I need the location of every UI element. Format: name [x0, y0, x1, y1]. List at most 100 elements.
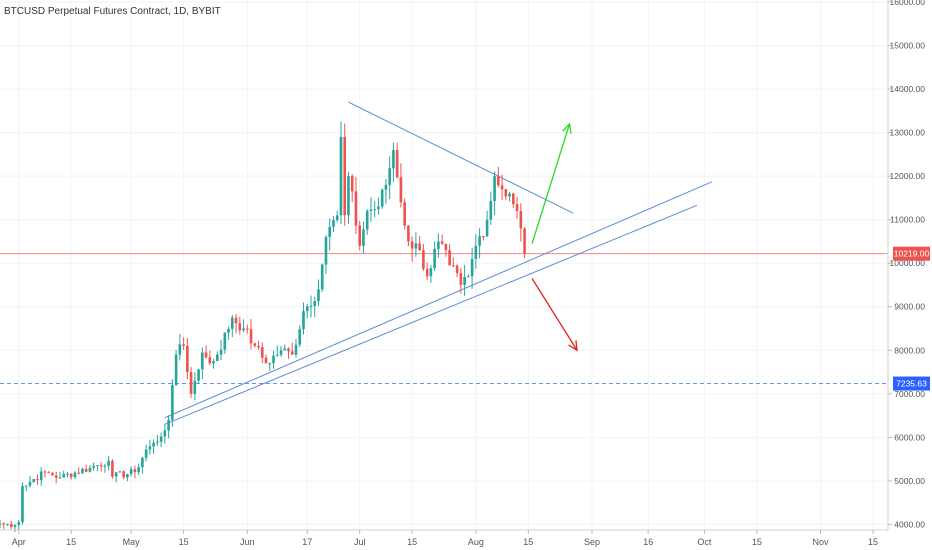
x-tick-label: Jul — [354, 537, 366, 547]
x-tick-label: 16 — [643, 537, 653, 547]
x-tick-label: May — [123, 537, 141, 547]
candle-down — [500, 185, 504, 190]
candle-up — [174, 354, 178, 386]
candle-up — [377, 206, 380, 210]
candle-up — [96, 465, 99, 467]
candle-down — [122, 471, 125, 478]
candle-up — [28, 481, 32, 486]
candle-down — [47, 472, 51, 474]
candle-up — [144, 449, 148, 458]
price-badges: 10219.00 7235.63 — [893, 246, 930, 391]
x-tick-label: 15 — [752, 537, 762, 547]
candle-down — [9, 523, 13, 527]
y-tick-label: 10000.00 — [890, 258, 926, 268]
x-tick-label: 15 — [407, 537, 417, 547]
candle-down — [54, 475, 58, 478]
y-tick-label: 13000.00 — [890, 128, 926, 138]
candle-down — [425, 268, 429, 277]
candle-down — [253, 343, 257, 346]
candle-down — [204, 352, 208, 358]
candle-up — [429, 268, 433, 277]
candle-down — [455, 265, 459, 274]
x-tick-label: 17 — [302, 537, 312, 547]
candle-up — [21, 486, 24, 523]
candle-up — [171, 385, 174, 420]
candle-up — [152, 442, 155, 447]
y-tick-label: 5000.00 — [894, 476, 925, 486]
y-tick-label: 12000.00 — [890, 171, 926, 181]
trend-lines — [164, 101, 713, 425]
candle-up — [384, 184, 388, 190]
x-tick-label: Jun — [240, 537, 255, 547]
price-badge — [893, 246, 930, 261]
candle-up — [148, 446, 152, 450]
candle-up — [489, 200, 493, 220]
x-tick-label: 15 — [66, 537, 76, 547]
y-tick-label: 9000.00 — [894, 302, 925, 312]
candle-down — [186, 345, 189, 373]
candle-up — [380, 189, 384, 207]
candle-down — [497, 176, 500, 186]
candle-down — [410, 241, 414, 249]
candle-up — [230, 317, 234, 329]
candle-up — [373, 209, 376, 211]
candle-up — [107, 460, 110, 466]
candle-down — [69, 473, 73, 478]
candle-up — [298, 329, 302, 345]
candle-down — [234, 317, 238, 324]
candle-up — [474, 245, 478, 259]
candle-up — [485, 219, 489, 237]
candle-up — [32, 479, 36, 482]
candle-up — [66, 473, 69, 475]
candle-up — [339, 136, 343, 216]
candle-up — [467, 276, 470, 278]
candle-down — [512, 193, 515, 205]
candle-down — [43, 471, 47, 473]
candle-up — [73, 472, 77, 478]
y-tick-label: 16000.00 — [890, 0, 926, 7]
candle-up — [227, 328, 230, 333]
candle-down — [290, 351, 294, 355]
candle-up — [294, 344, 298, 355]
candle-up — [103, 465, 107, 467]
x-tick-label: Apr — [12, 537, 26, 547]
candle-up — [470, 258, 474, 277]
candle-up — [92, 465, 95, 468]
candle-up — [392, 150, 395, 169]
candle-up — [332, 220, 335, 227]
candle-up — [283, 348, 287, 351]
candle-up — [201, 352, 204, 370]
candle-down — [448, 250, 451, 266]
candle-down — [264, 357, 268, 364]
candle-up — [137, 467, 140, 473]
candle-up — [335, 215, 339, 221]
arrow-shaft — [531, 123, 571, 244]
candle-up — [279, 350, 283, 355]
candle-up — [242, 328, 245, 331]
candle-up — [328, 226, 332, 238]
candle-up — [212, 360, 215, 364]
candle-up — [159, 436, 163, 442]
price-badge-label: 10219.00 — [894, 249, 930, 259]
candle-up — [167, 419, 170, 431]
price-badge-label: 7235.63 — [896, 379, 927, 389]
candle-up — [178, 344, 182, 355]
y-tick-label: 15000.00 — [890, 41, 926, 51]
candle-up — [163, 430, 167, 437]
trend-line — [164, 204, 698, 425]
candle-down — [523, 228, 526, 254]
candle-down — [407, 225, 410, 242]
candle-up — [309, 305, 313, 307]
candle-up — [62, 474, 66, 478]
arrow-head — [562, 122, 572, 134]
candle-down — [238, 323, 242, 331]
candle-down — [257, 345, 260, 348]
candle-down — [2, 523, 6, 525]
chart-title: BTCUSD Perpetual Futures Contract, 1D, B… — [4, 6, 221, 17]
candle-down — [515, 204, 519, 211]
candle-down — [182, 344, 185, 346]
candle-up — [223, 332, 227, 350]
candle-down — [519, 210, 523, 229]
candle-down — [51, 472, 54, 476]
